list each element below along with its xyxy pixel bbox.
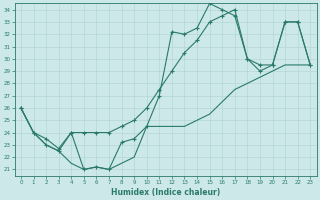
X-axis label: Humidex (Indice chaleur): Humidex (Indice chaleur) [111, 188, 220, 197]
